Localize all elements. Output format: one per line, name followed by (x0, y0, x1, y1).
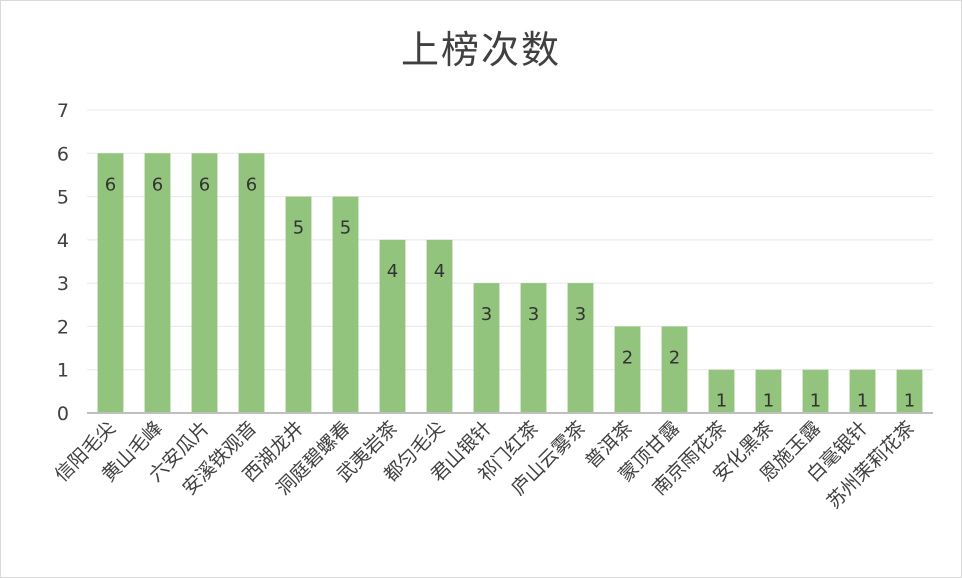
bar-data-label: 6 (105, 174, 116, 195)
bar-data-label: 3 (575, 304, 586, 325)
bar (755, 369, 782, 413)
bar-data-label: 3 (481, 304, 492, 325)
bar (144, 153, 171, 414)
bar (332, 196, 359, 413)
y-tick-label: 4 (57, 230, 69, 252)
bar (379, 239, 406, 413)
y-tick-label: 0 (57, 403, 69, 425)
bar-data-label: 6 (246, 174, 257, 195)
bar (97, 153, 124, 414)
bar-data-label: 4 (387, 261, 398, 282)
bar-data-label: 5 (293, 218, 304, 239)
y-tick-label: 3 (57, 273, 69, 295)
bar (567, 283, 594, 413)
bar (614, 326, 641, 413)
y-tick-label: 6 (57, 143, 69, 165)
bar-data-label: 5 (340, 218, 351, 239)
bar-data-label: 1 (763, 391, 774, 412)
y-tick-label: 1 (57, 360, 69, 382)
bar-data-label: 6 (152, 174, 163, 195)
bar (520, 283, 547, 413)
bar-data-label: 1 (904, 391, 915, 412)
bar-data-label: 2 (669, 347, 680, 368)
bar (849, 369, 876, 413)
data-label-layer: 6 6 6 6 5 5 4 4 3 3 3 2 2 1 1 1 1 1 (105, 174, 915, 411)
bar (426, 239, 453, 413)
bar (285, 196, 312, 413)
y-tick-label: 7 (57, 100, 69, 122)
bar (708, 369, 735, 413)
y-tick-label: 5 (57, 187, 69, 209)
bar (661, 326, 688, 413)
bar-data-label: 3 (528, 304, 539, 325)
bar-data-label: 1 (810, 391, 821, 412)
bar (191, 153, 218, 414)
x-axis: 信阳毛尖黄山毛峰六安瓜片安溪铁观音西湖龙井洞庭碧螺春武夷岩茶都匀毛尖君山银针祁门… (51, 412, 933, 513)
bar-data-label: 1 (857, 391, 868, 412)
chart-title: 上榜次数 (400, 28, 561, 72)
bar-data-label: 6 (199, 174, 210, 195)
y-axis: 0 1 2 3 4 5 6 7 (57, 100, 69, 425)
grid-layer (87, 109, 933, 371)
bar-data-label: 4 (434, 261, 445, 282)
y-tick-label: 2 (57, 316, 69, 338)
bar-data-label: 1 (716, 391, 727, 412)
bar (238, 153, 265, 414)
bar (473, 283, 500, 413)
bar-layer (97, 153, 923, 414)
bar-data-label: 2 (622, 347, 633, 368)
bar (896, 369, 923, 413)
bar (802, 369, 829, 413)
